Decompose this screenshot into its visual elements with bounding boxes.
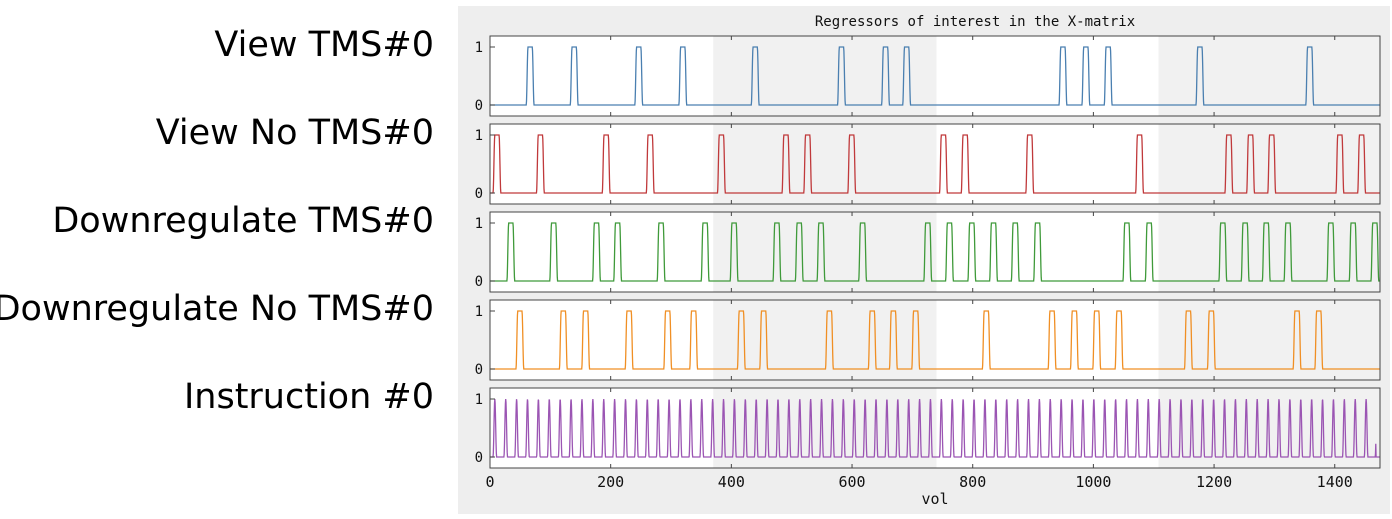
shaded-run-1 <box>1158 300 1380 380</box>
panel-frame <box>489 387 1381 469</box>
panel-1: 01 <box>475 123 1381 205</box>
x-axis-label: vol <box>921 490 948 508</box>
x-tick-label: 1200 <box>1196 473 1232 491</box>
shaded-run-0 <box>713 124 937 204</box>
x-tick-label: 1400 <box>1317 473 1353 491</box>
shaded-run-0 <box>713 36 937 116</box>
series-line-4 <box>490 398 1380 458</box>
row-label-instruction: Instruction #0 <box>183 377 434 417</box>
series-line-3 <box>490 310 1380 370</box>
y-tick-label: 0 <box>475 450 483 466</box>
panel-2: 01 <box>475 211 1381 293</box>
panel-0: 01 <box>475 35 1381 117</box>
series-line-1 <box>490 134 1380 194</box>
chart-container: Regressors of interest in the X-matrix v… <box>458 6 1390 514</box>
x-axis: 0 200 400 600 800 1000 1200 1400 <box>485 473 1352 491</box>
y-tick-label: 0 <box>475 186 483 202</box>
panel-4: 01 <box>475 387 1381 469</box>
row-label-downregulate-tms: Downregulate TMS#0 <box>52 201 434 241</box>
row-label-downregulate-no-tms: Downregulate No TMS#0 <box>0 289 434 329</box>
series-line-2 <box>490 222 1380 282</box>
y-tick-label: 1 <box>475 128 483 144</box>
y-tick-label: 1 <box>475 40 483 56</box>
chart-title: Regressors of interest in the X-matrix <box>815 14 1135 30</box>
y-tick-label: 1 <box>475 392 483 408</box>
y-tick-label: 0 <box>475 274 483 290</box>
row-label-view-no-tms: View No TMS#0 <box>155 113 434 153</box>
x-tick-label: 200 <box>597 473 624 491</box>
regressor-chart: Regressors of interest in the X-matrix v… <box>458 6 1390 514</box>
series-line-0 <box>490 46 1380 106</box>
shaded-run-0 <box>713 300 937 380</box>
x-tick-label: 400 <box>718 473 745 491</box>
x-tick-label: 800 <box>959 473 986 491</box>
panel-frame <box>489 299 1381 381</box>
x-tick-label: 1000 <box>1075 473 1111 491</box>
panel-frame <box>489 35 1381 117</box>
panel-frame <box>489 211 1381 293</box>
x-tick-label: 0 <box>485 473 494 491</box>
y-tick-label: 0 <box>475 362 483 378</box>
y-tick-label: 1 <box>475 304 483 320</box>
x-tick-label: 600 <box>838 473 865 491</box>
y-tick-label: 0 <box>475 98 483 114</box>
y-tick-label: 1 <box>475 216 483 232</box>
row-label-view-tms: View TMS#0 <box>214 25 434 65</box>
panel-frame <box>489 123 1381 205</box>
shaded-run-1 <box>1158 36 1380 116</box>
panel-3: 01 <box>475 299 1381 381</box>
